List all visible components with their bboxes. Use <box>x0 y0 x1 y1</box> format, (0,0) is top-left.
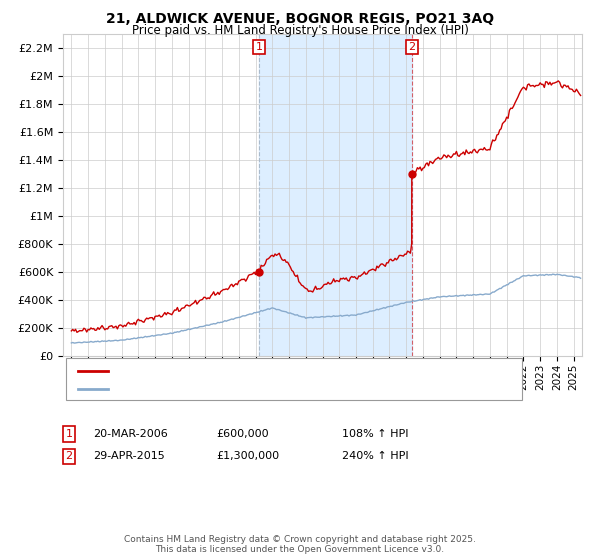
Text: HPI: Average price, detached house, Arun: HPI: Average price, detached house, Arun <box>114 384 332 394</box>
Text: Price paid vs. HM Land Registry's House Price Index (HPI): Price paid vs. HM Land Registry's House … <box>131 24 469 37</box>
Text: 240% ↑ HPI: 240% ↑ HPI <box>342 451 409 461</box>
Text: 1: 1 <box>65 429 73 439</box>
Text: 1: 1 <box>256 42 263 52</box>
Text: Contains HM Land Registry data © Crown copyright and database right 2025.
This d: Contains HM Land Registry data © Crown c… <box>124 535 476 554</box>
Bar <box>259 34 412 356</box>
Text: £600,000: £600,000 <box>216 429 269 439</box>
Text: 20-MAR-2006: 20-MAR-2006 <box>93 429 168 439</box>
Text: 21, ALDWICK AVENUE, BOGNOR REGIS, PO21 3AQ (detached house): 21, ALDWICK AVENUE, BOGNOR REGIS, PO21 3… <box>114 366 469 376</box>
Text: 2: 2 <box>408 42 415 52</box>
Text: 29-APR-2015: 29-APR-2015 <box>93 451 165 461</box>
Text: £1,300,000: £1,300,000 <box>216 451 279 461</box>
Text: 21, ALDWICK AVENUE, BOGNOR REGIS, PO21 3AQ: 21, ALDWICK AVENUE, BOGNOR REGIS, PO21 3… <box>106 12 494 26</box>
Text: 108% ↑ HPI: 108% ↑ HPI <box>342 429 409 439</box>
Text: 2: 2 <box>65 451 73 461</box>
